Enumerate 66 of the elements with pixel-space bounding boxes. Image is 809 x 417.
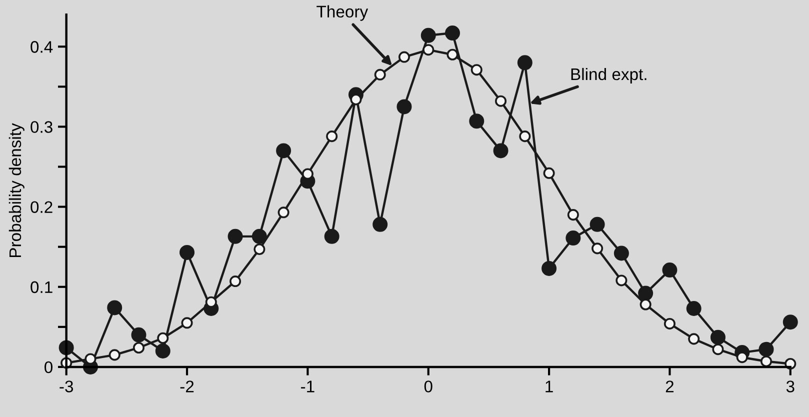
y-tick-label: 0: [44, 361, 52, 374]
point: [132, 342, 145, 354]
point: [420, 28, 436, 43]
point: [398, 51, 410, 63]
point: [254, 243, 266, 256]
x-tick-label: 2: [666, 380, 674, 392]
point: [760, 356, 772, 368]
x-tick-label: -1: [301, 380, 314, 392]
point: [567, 209, 579, 221]
point: [422, 44, 434, 56]
y-tick-label: 0.2: [30, 201, 52, 213]
point: [108, 349, 120, 361]
point: [157, 332, 169, 344]
point: [616, 274, 628, 286]
point: [155, 343, 170, 358]
point: [566, 230, 581, 246]
point: [614, 246, 629, 261]
point: [736, 352, 748, 364]
point: [470, 64, 482, 76]
point: [664, 318, 676, 330]
point: [230, 276, 242, 288]
point: [710, 330, 726, 345]
point: [181, 317, 193, 329]
point: [662, 262, 678, 278]
point: [640, 298, 652, 310]
x-tick-label: 1: [546, 380, 553, 392]
point: [686, 301, 702, 316]
point: [107, 300, 122, 316]
point: [372, 216, 388, 232]
y-tick-label: 0.3: [30, 121, 52, 133]
point: [543, 167, 555, 179]
point: [592, 242, 604, 254]
point: [445, 26, 460, 41]
point: [712, 344, 724, 356]
point: [396, 99, 412, 114]
point: [324, 228, 340, 244]
point: [519, 130, 531, 142]
point: [758, 342, 774, 357]
annotation: Blind expt.: [571, 68, 646, 84]
y-axis-title: Probability density: [8, 123, 24, 258]
point: [276, 143, 292, 158]
point: [542, 260, 557, 276]
point: [180, 244, 195, 260]
point: [688, 333, 700, 345]
point: [326, 130, 338, 142]
point: [638, 286, 654, 301]
point: [517, 55, 532, 70]
annotation: Theory: [316, 5, 368, 21]
point: [495, 95, 507, 107]
point: [469, 114, 484, 129]
point: [228, 228, 243, 244]
x-tick-label: -3: [60, 380, 74, 392]
point: [590, 216, 605, 232]
y-tick-label: 0.1: [30, 281, 52, 294]
point: [252, 228, 267, 244]
y-tick-label: 0.4: [30, 41, 53, 53]
x-tick-label: 0: [424, 380, 432, 392]
x-tick-label: 3: [786, 380, 794, 392]
point: [782, 314, 798, 330]
point: [784, 358, 796, 370]
point: [278, 206, 290, 218]
point: [374, 68, 386, 80]
point: [446, 48, 458, 60]
point: [493, 143, 508, 158]
point: [131, 327, 146, 342]
x-tick-label: -2: [180, 380, 194, 392]
